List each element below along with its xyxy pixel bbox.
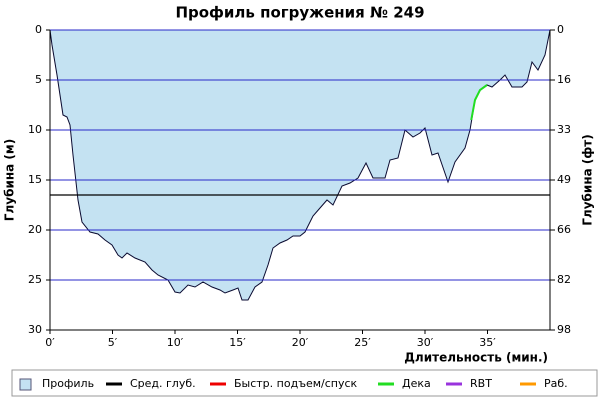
- x-tick-label: 35′: [479, 336, 496, 349]
- x-tick-label: 30′: [417, 336, 434, 349]
- x-tick-label: 25′: [354, 336, 371, 349]
- legend-label: Дека: [402, 377, 431, 390]
- y2-tick-label: 16: [557, 73, 571, 86]
- deco-line: [470, 84, 488, 121]
- y2-tick-label: 98: [557, 323, 571, 336]
- legend-label: Быстр. подъем/спуск: [234, 377, 358, 390]
- y2-tick-label: 0: [557, 23, 564, 36]
- y2-axis-label: Глубина (фт): [581, 134, 595, 225]
- y2-tick-label: 49: [557, 173, 571, 186]
- x-tick-label: 15′: [229, 336, 246, 349]
- y-tick-label: 5: [35, 73, 42, 86]
- y2-tick-label: 82: [557, 273, 571, 286]
- legend-label: Сред. глуб.: [130, 377, 196, 390]
- x-tick-label: 10′: [167, 336, 184, 349]
- legend-label: Раб.: [544, 377, 568, 390]
- profile-area: [49, 29, 551, 301]
- y2-tick-label: 66: [557, 223, 571, 236]
- x-tick-label: 20′: [292, 336, 309, 349]
- y-tick-label: 30: [28, 323, 42, 336]
- y-tick-label: 25: [28, 273, 42, 286]
- y-tick-label: 20: [28, 223, 42, 236]
- legend-label: RBT: [470, 377, 492, 390]
- y2-tick-label: 33: [557, 123, 571, 136]
- y-tick-label: 15: [28, 173, 42, 186]
- x-tick-label: 5′: [108, 336, 118, 349]
- x-axis-label: Длительность (мин.): [404, 351, 548, 365]
- y-tick-label: 10: [28, 123, 42, 136]
- x-tick-label: 0′: [45, 336, 55, 349]
- y-axis-label: Глубина (м): [3, 139, 17, 221]
- y-tick-label: 0: [35, 23, 42, 36]
- chart-title: Профиль погружения № 249: [175, 4, 424, 22]
- legend-label: Профиль: [42, 377, 94, 390]
- legend-swatch: [19, 378, 32, 391]
